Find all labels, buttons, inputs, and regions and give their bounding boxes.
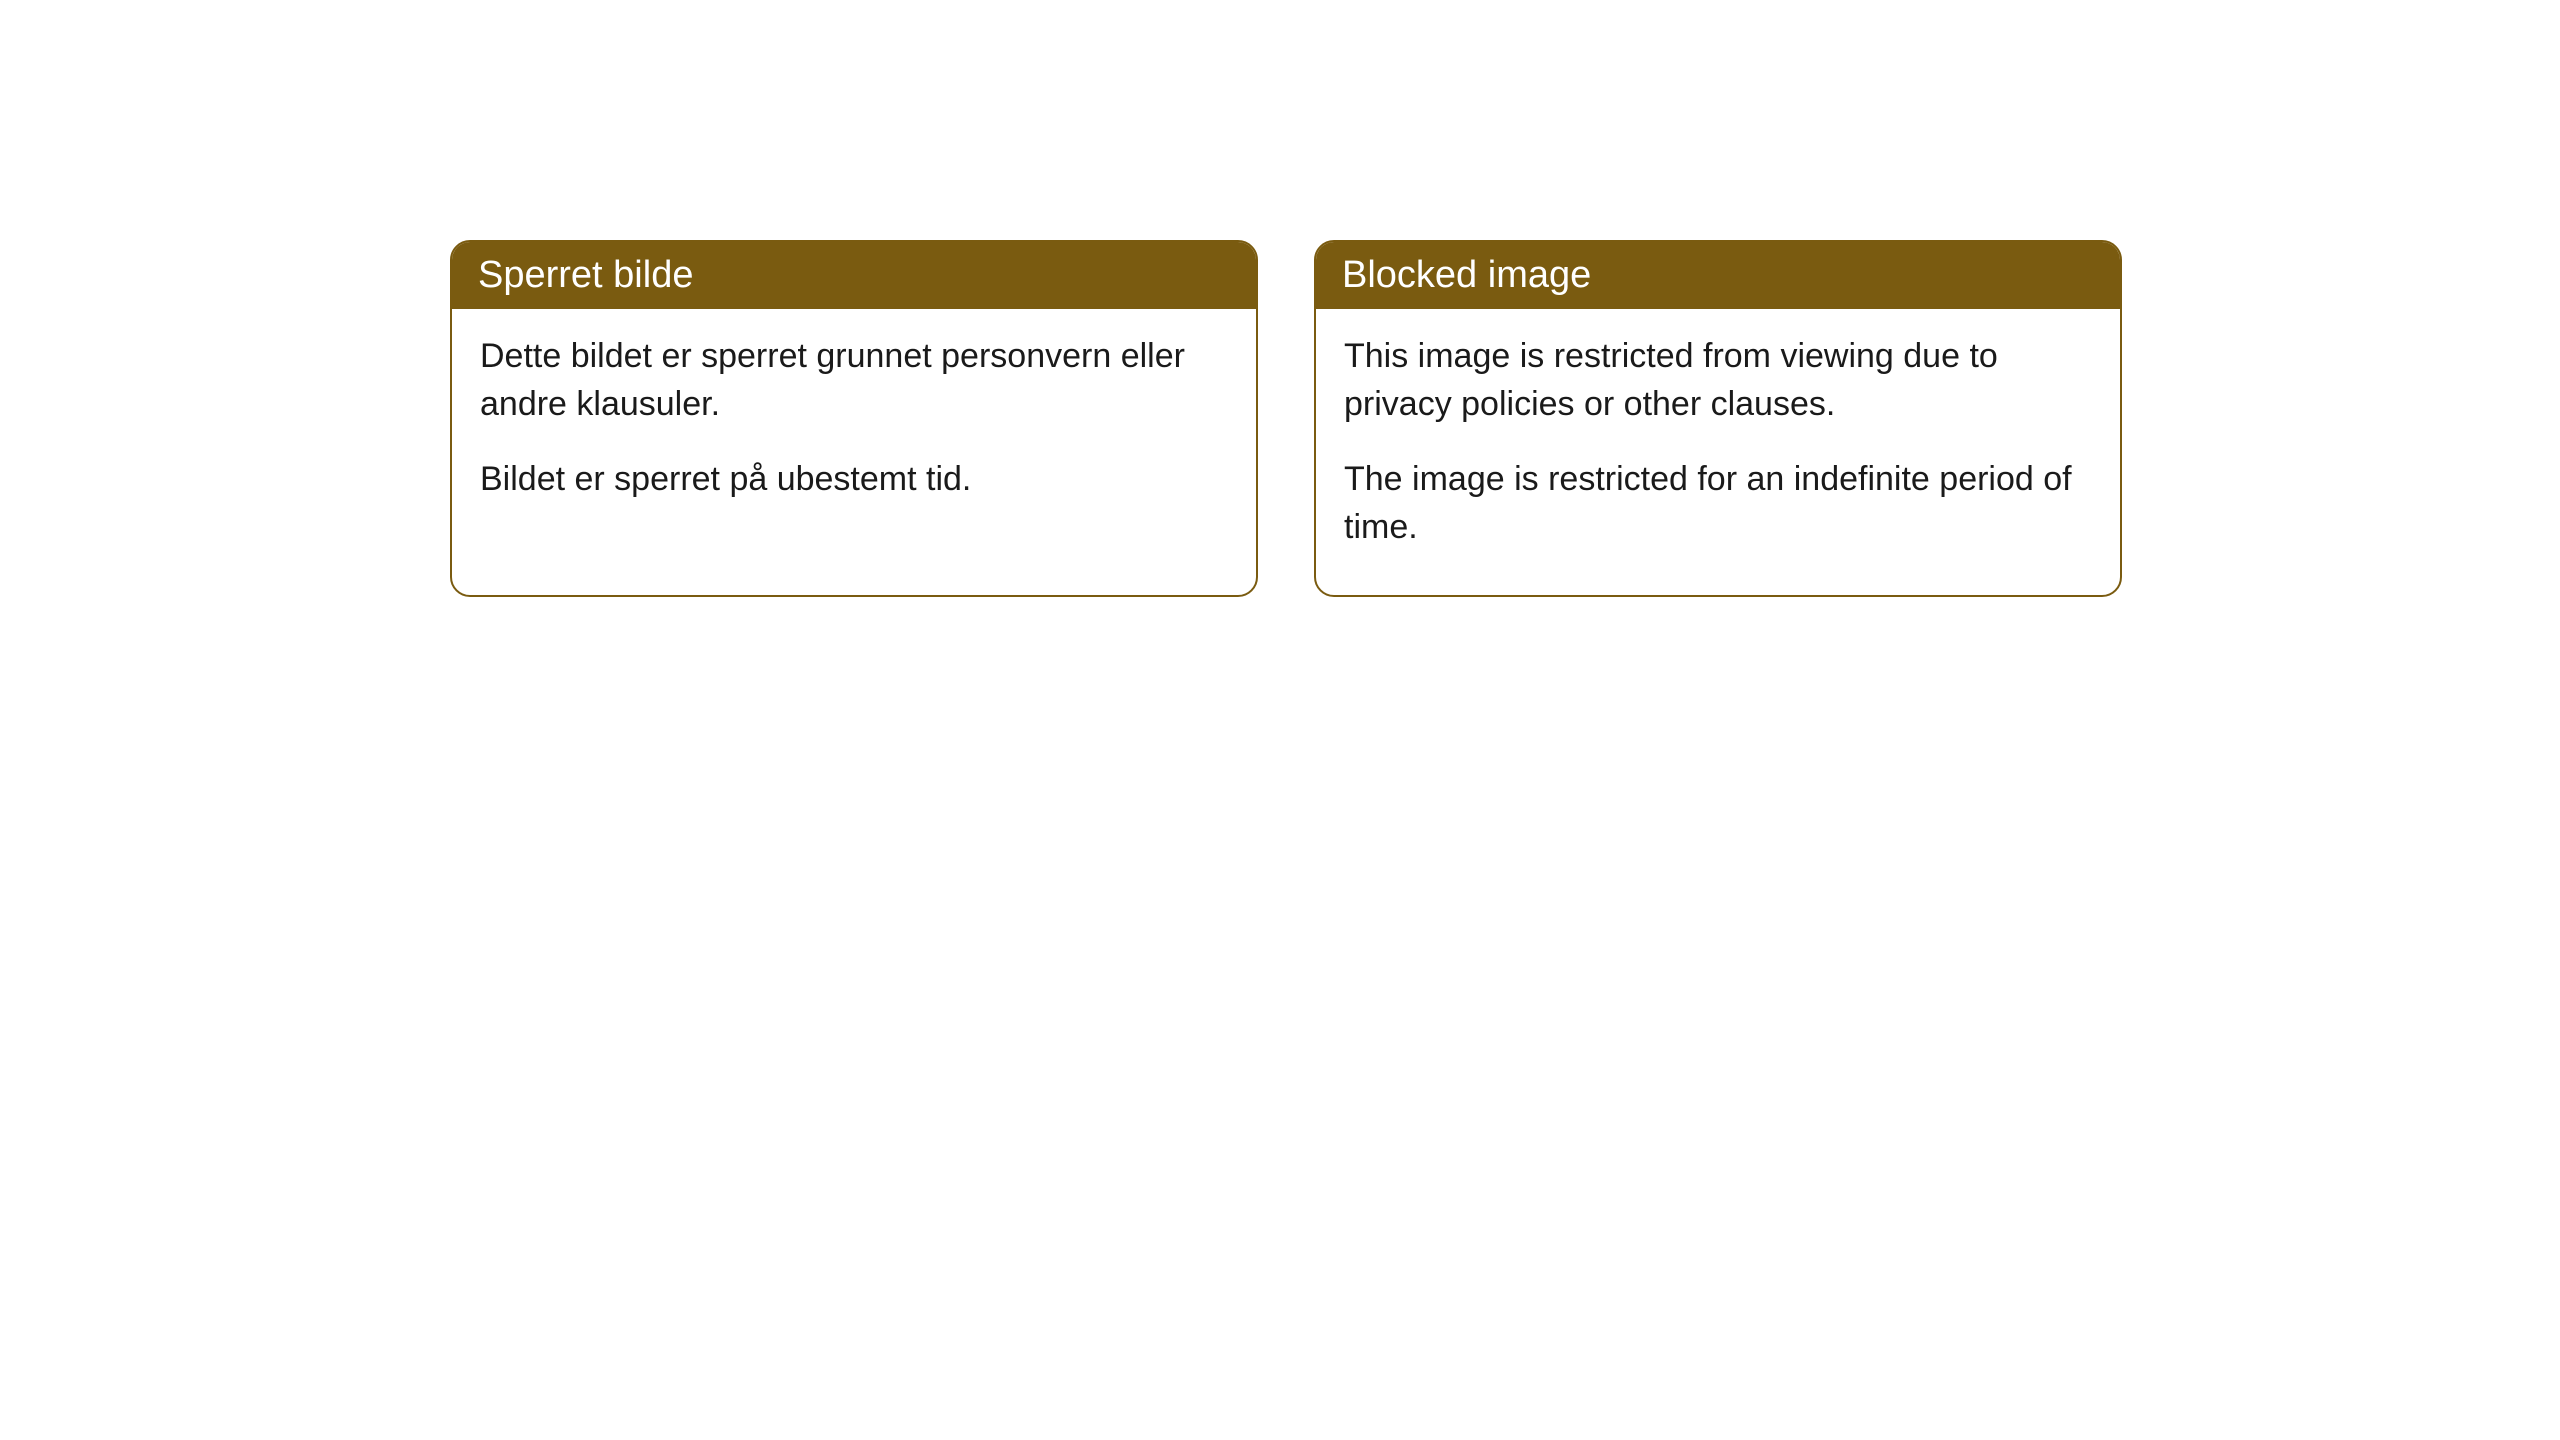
card-header: Sperret bilde xyxy=(452,242,1256,309)
card-paragraph: This image is restricted from viewing du… xyxy=(1344,333,2092,428)
notice-card-english: Blocked image This image is restricted f… xyxy=(1314,240,2122,597)
card-paragraph: The image is restricted for an indefinit… xyxy=(1344,456,2092,551)
card-paragraph: Bildet er sperret på ubestemt tid. xyxy=(480,456,1228,504)
card-body: Dette bildet er sperret grunnet personve… xyxy=(452,309,1256,548)
card-body: This image is restricted from viewing du… xyxy=(1316,309,2120,595)
card-title: Sperret bilde xyxy=(478,254,693,296)
card-paragraph: Dette bildet er sperret grunnet personve… xyxy=(480,333,1228,428)
card-title: Blocked image xyxy=(1342,254,1591,296)
card-header: Blocked image xyxy=(1316,242,2120,309)
notice-card-norwegian: Sperret bilde Dette bildet er sperret gr… xyxy=(450,240,1258,597)
notice-cards-container: Sperret bilde Dette bildet er sperret gr… xyxy=(450,240,2122,597)
